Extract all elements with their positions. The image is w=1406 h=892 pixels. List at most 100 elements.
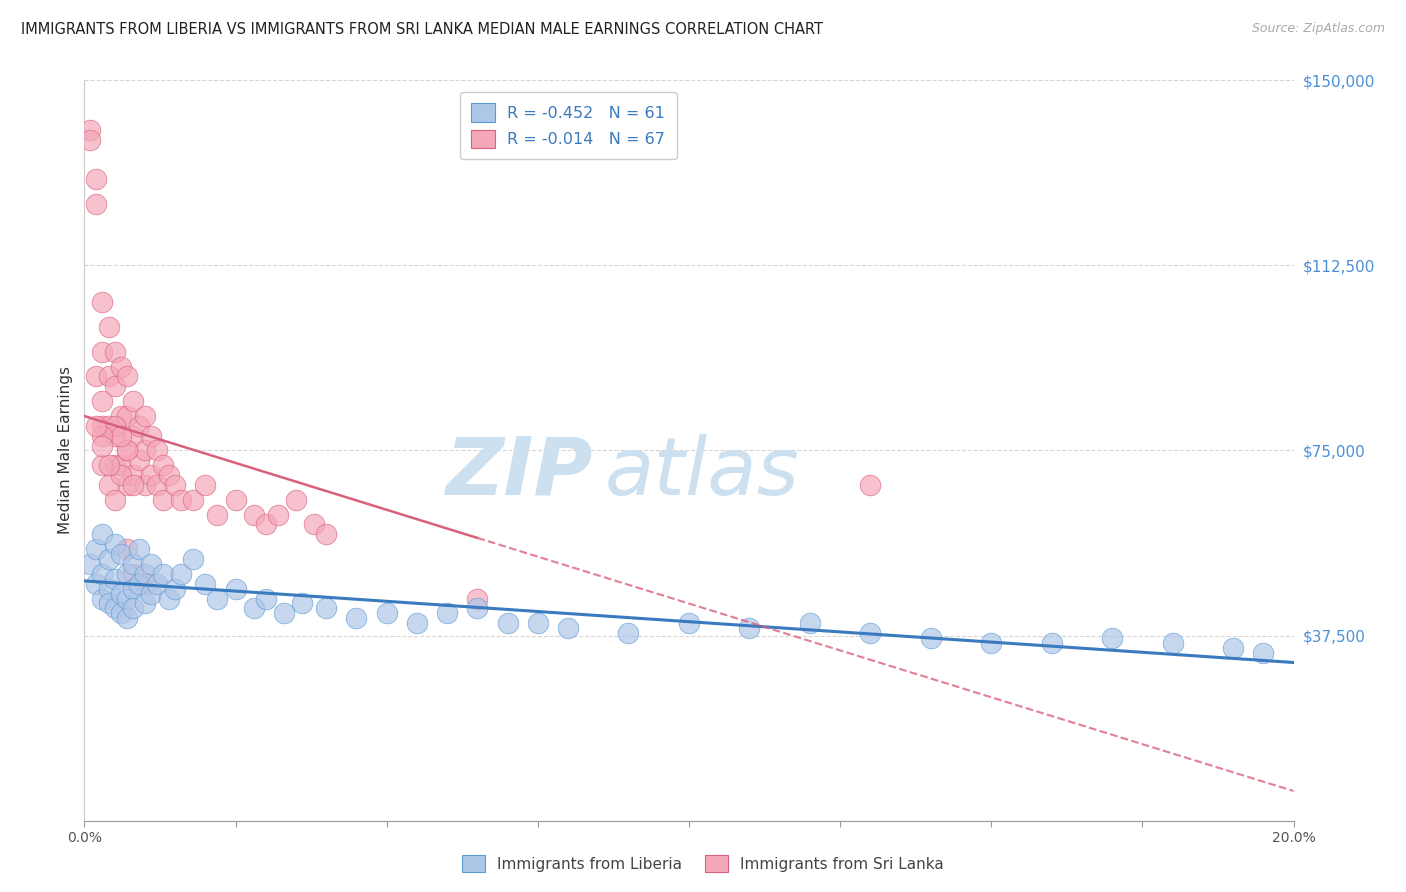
Point: [110, 468, 132, 483]
Point: [859, 626, 882, 640]
Point: [91, 344, 114, 359]
Point: [104, 572, 127, 586]
Point: [128, 542, 150, 557]
Point: [128, 453, 150, 467]
Point: [406, 616, 429, 631]
Legend: R = -0.452   N = 61, R = -0.014   N = 67: R = -0.452 N = 61, R = -0.014 N = 67: [460, 92, 676, 159]
Point: [157, 468, 180, 483]
Point: [254, 517, 277, 532]
Point: [110, 428, 132, 442]
Point: [527, 616, 550, 631]
Point: [128, 418, 150, 433]
Point: [79, 557, 101, 571]
Point: [1253, 646, 1275, 660]
Point: [128, 576, 150, 591]
Point: [181, 552, 204, 566]
Text: IMMIGRANTS FROM LIBERIA VS IMMIGRANTS FROM SRI LANKA MEDIAN MALE EARNINGS CORREL: IMMIGRANTS FROM LIBERIA VS IMMIGRANTS FR…: [21, 22, 823, 37]
Point: [104, 379, 127, 393]
Point: [467, 601, 489, 615]
Point: [97, 597, 120, 611]
Point: [110, 409, 132, 423]
Point: [115, 478, 138, 492]
Point: [97, 320, 120, 334]
Point: [170, 492, 193, 507]
Point: [121, 601, 143, 615]
Point: [115, 542, 138, 557]
Point: [617, 626, 640, 640]
Point: [139, 428, 162, 442]
Point: [110, 458, 132, 473]
Point: [91, 418, 114, 433]
Point: [86, 172, 108, 186]
Point: [91, 428, 114, 442]
Point: [79, 122, 101, 136]
Point: [91, 458, 114, 473]
Point: [121, 582, 143, 596]
Point: [104, 537, 127, 551]
Point: [115, 443, 138, 458]
Point: [91, 394, 114, 409]
Text: Source: ZipAtlas.com: Source: ZipAtlas.com: [1251, 22, 1385, 36]
Point: [678, 616, 700, 631]
Point: [134, 443, 156, 458]
Point: [104, 458, 127, 473]
Point: [170, 566, 193, 581]
Point: [104, 601, 127, 615]
Point: [97, 552, 120, 566]
Point: [134, 566, 156, 581]
Point: [194, 478, 217, 492]
Point: [79, 132, 101, 146]
Point: [139, 557, 162, 571]
Point: [97, 418, 120, 433]
Y-axis label: Median Male Earnings: Median Male Earnings: [58, 367, 73, 534]
Point: [1040, 636, 1063, 650]
Point: [110, 607, 132, 621]
Point: [139, 586, 162, 600]
Point: [273, 607, 295, 621]
Point: [86, 576, 108, 591]
Point: [146, 576, 169, 591]
Point: [181, 492, 204, 507]
Point: [165, 478, 187, 492]
Point: [242, 508, 264, 522]
Point: [97, 478, 120, 492]
Point: [242, 601, 264, 615]
Point: [152, 458, 174, 473]
Point: [859, 478, 882, 492]
Point: [91, 295, 114, 310]
Point: [104, 418, 127, 433]
Point: [104, 492, 127, 507]
Point: [225, 492, 247, 507]
Point: [557, 621, 579, 635]
Point: [134, 478, 156, 492]
Point: [121, 394, 143, 409]
Point: [91, 591, 114, 606]
Point: [86, 418, 108, 433]
Point: [97, 582, 120, 596]
Point: [115, 409, 138, 423]
Text: atlas: atlas: [605, 434, 799, 512]
Point: [315, 527, 337, 541]
Point: [146, 478, 169, 492]
Point: [152, 492, 174, 507]
Point: [315, 601, 337, 615]
Point: [346, 611, 368, 625]
Point: [104, 344, 127, 359]
Point: [110, 359, 132, 374]
Point: [121, 468, 143, 483]
Point: [225, 582, 247, 596]
Point: [496, 616, 519, 631]
Point: [146, 443, 169, 458]
Point: [104, 428, 127, 442]
Point: [302, 517, 325, 532]
Point: [86, 196, 108, 211]
Point: [110, 586, 132, 600]
Point: [194, 576, 217, 591]
Point: [110, 547, 132, 561]
Point: [91, 527, 114, 541]
Point: [97, 369, 120, 384]
Point: [134, 597, 156, 611]
Point: [375, 607, 398, 621]
Text: ZIP: ZIP: [444, 434, 592, 512]
Point: [152, 566, 174, 581]
